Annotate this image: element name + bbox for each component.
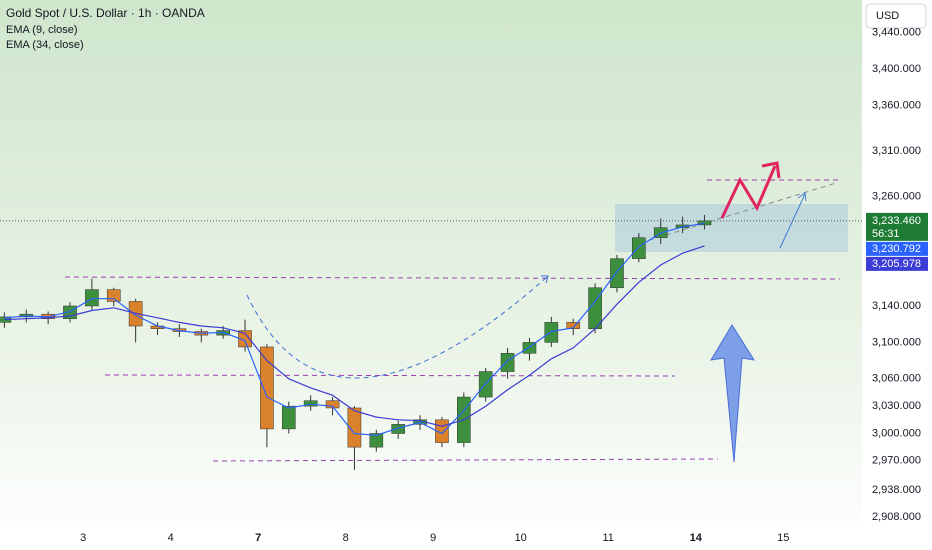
y-tick-label: 2,938.000 xyxy=(872,484,921,496)
x-tick-label: 7 xyxy=(255,532,261,544)
legend-entry: EMA (9, close) xyxy=(6,24,78,36)
y-tick-label: 3,360.000 xyxy=(872,100,921,112)
candle-body xyxy=(610,258,624,289)
candle-body xyxy=(303,400,318,407)
x-tick-label: 11 xyxy=(603,532,614,544)
ema-price-box xyxy=(866,241,928,256)
y-tick-label: 3,060.000 xyxy=(872,373,921,385)
candle-body xyxy=(106,289,121,302)
candle-body xyxy=(260,346,274,430)
ema-price-label: 3,230.792 xyxy=(872,243,921,255)
curve-drawing xyxy=(246,275,549,379)
time-axis xyxy=(0,528,932,550)
y-tick-label: 3,310.000 xyxy=(872,145,921,157)
candle-body xyxy=(588,287,602,329)
x-tick-label: 4 xyxy=(168,532,174,544)
countdown: 56:31 xyxy=(872,228,900,240)
candle-body xyxy=(325,400,340,409)
candle-body xyxy=(697,220,712,226)
last-price-box xyxy=(866,212,928,241)
y-tick-label: 3,260.000 xyxy=(872,191,921,203)
x-tick-label: 10 xyxy=(515,532,527,544)
y-tick-label: 3,400.000 xyxy=(872,63,921,75)
y-tick-label: 2,970.000 xyxy=(872,455,921,467)
support-line xyxy=(64,276,841,280)
zone-box xyxy=(615,204,848,252)
last-price-label: 3,233.460 xyxy=(872,215,921,227)
ema-price-box xyxy=(866,256,928,271)
curve-arrowhead xyxy=(541,275,549,284)
candle-body xyxy=(522,342,537,354)
y-tick-label: 3,440.000 xyxy=(872,27,921,39)
candle-body xyxy=(632,237,646,259)
ema-price-label: 3,205.978 xyxy=(872,258,921,270)
candle-body xyxy=(391,424,405,434)
y-tick-label: 2,908.000 xyxy=(872,511,921,523)
projection-arrowhead xyxy=(797,192,807,202)
legend-entry: EMA (34, close) xyxy=(6,39,84,51)
currency-box xyxy=(865,3,927,29)
candle-body xyxy=(85,289,99,307)
currency: USD xyxy=(876,10,899,22)
x-tick-label: 9 xyxy=(430,532,436,544)
y-tick-label: 3,030.000 xyxy=(872,400,921,412)
candle-body xyxy=(566,322,581,329)
x-tick-label: 15 xyxy=(777,532,789,544)
y-tick-label: 3,000.000 xyxy=(872,427,921,439)
projection-zigzag xyxy=(720,165,777,219)
x-tick-label: 8 xyxy=(343,532,349,544)
candle-body xyxy=(347,407,362,448)
candle-body xyxy=(281,405,296,430)
chart-title: Gold Spot / U.S. Dollar · 1h · OANDA xyxy=(6,6,205,20)
y-tick-label: 3,140.000 xyxy=(872,300,921,312)
projection-arrowhead xyxy=(761,161,781,179)
ema-line xyxy=(4,245,705,427)
big-arrow xyxy=(710,324,756,463)
support-line xyxy=(212,458,719,462)
price-axis xyxy=(862,0,932,550)
trend-line xyxy=(639,182,837,244)
x-tick-label: 14 xyxy=(690,532,703,544)
y-tick-label: 3,100.000 xyxy=(872,336,921,348)
candle-body xyxy=(544,322,559,343)
candle-body xyxy=(500,353,515,372)
candle-body xyxy=(369,433,384,448)
x-tick-label: 3 xyxy=(80,532,86,544)
ema-line xyxy=(4,222,705,436)
